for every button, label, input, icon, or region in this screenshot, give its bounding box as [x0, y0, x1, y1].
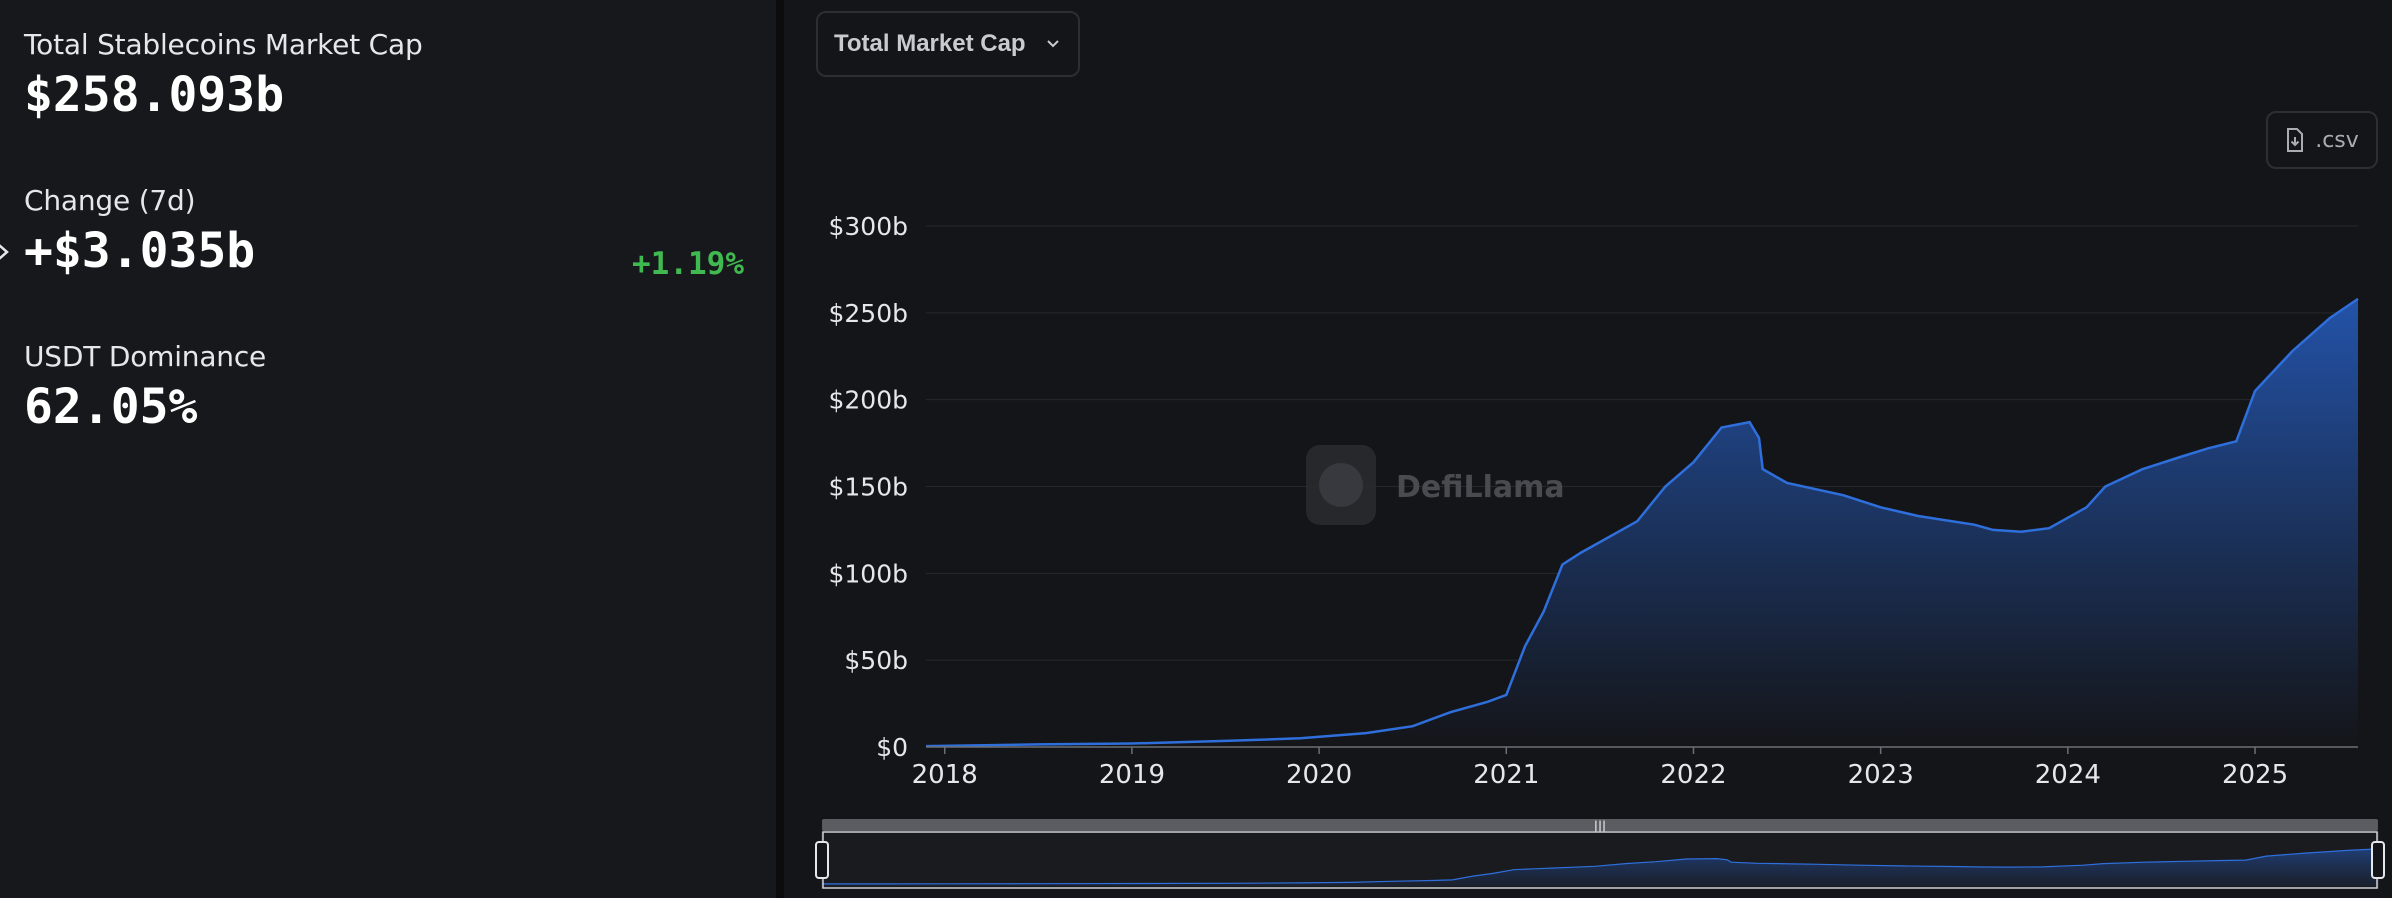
- change-7d-percent: +1.19%: [632, 246, 744, 282]
- x-tick-label: 2022: [1660, 760, 1726, 790]
- x-tick-label: 2024: [2035, 760, 2101, 790]
- metric-select[interactable]: Total Market Cap: [816, 11, 1080, 77]
- change-7d-label: Change (7d): [24, 184, 196, 217]
- x-tick-label: 2018: [912, 760, 978, 790]
- x-tick-label: 2021: [1473, 760, 1539, 790]
- usdt-dominance-value: 62.05%: [24, 379, 198, 435]
- y-tick-label: $200b: [829, 386, 909, 415]
- defillama-watermark: DefiLlama: [1306, 445, 1565, 525]
- range-brush[interactable]: |||: [815, 819, 2385, 889]
- csv-label: .csv: [2315, 127, 2359, 153]
- change-7d-value: +$3.035b: [24, 223, 256, 279]
- brush-selection[interactable]: [822, 831, 2378, 889]
- brush-right-handle[interactable]: [2371, 841, 2385, 879]
- y-tick-label: $100b: [829, 559, 909, 588]
- y-tick-label: $0: [876, 733, 908, 762]
- y-tick-label: $150b: [829, 473, 909, 502]
- chevron-down-icon: [1046, 40, 1059, 48]
- x-tick-label: 2019: [1099, 760, 1165, 790]
- change-7d-stat: Change (7d) +$3.035b +1.19%: [24, 184, 744, 282]
- market-cap-stat: Total Stablecoins Market Cap $258.093b: [24, 28, 423, 123]
- brush-mini-area: [822, 848, 2378, 886]
- x-tick-label: 2025: [2222, 760, 2288, 790]
- brush-grip-icon: |||: [1594, 819, 1606, 833]
- y-tick-label: $250b: [829, 299, 909, 328]
- market-cap-label: Total Stablecoins Market Cap: [24, 28, 423, 61]
- stats-panel: Total Stablecoins Market Cap $258.093b C…: [0, 0, 784, 898]
- market-cap-chart[interactable]: DefiLlama $0 $50b $100b $150b $200b $250b $300…: [792, 0, 2392, 898]
- y-tick-label: $300b: [829, 212, 909, 241]
- usdt-dominance-stat: USDT Dominance 62.05%: [24, 340, 266, 435]
- brush-handle-bar[interactable]: [822, 819, 2378, 831]
- x-tick-label: 2020: [1286, 760, 1352, 790]
- expand-chevron-icon[interactable]: [0, 238, 10, 266]
- brush-left-handle[interactable]: [815, 841, 829, 879]
- watermark-text: DefiLlama: [1396, 470, 1565, 505]
- brush-mini-line: [821, 848, 2379, 885]
- series-line: [925, 297, 2359, 748]
- file-download-icon: [2287, 128, 2304, 152]
- market-cap-value: $258.093b: [24, 67, 285, 123]
- usdt-dominance-label: USDT Dominance: [24, 340, 267, 373]
- csv-download-button[interactable]: .csv: [2266, 111, 2378, 169]
- y-tick-label: $50b: [844, 646, 908, 675]
- brush-frame: [821, 831, 2379, 889]
- chart-panel: Total Market Cap .csv DefiLlama: [792, 0, 2392, 898]
- series-area: [926, 298, 2358, 747]
- metric-select-label: Total Market Cap: [834, 30, 1026, 57]
- x-tick-label: 2023: [1848, 760, 1914, 790]
